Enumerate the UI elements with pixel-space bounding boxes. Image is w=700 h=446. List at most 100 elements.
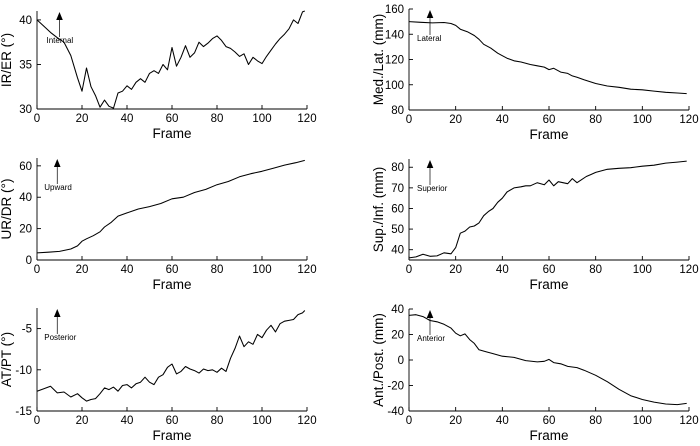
x-tick-label: 120 <box>297 415 316 427</box>
x-axis-title: Frame <box>152 277 191 292</box>
x-tick-label: 20 <box>449 415 462 427</box>
direction-arrow-head <box>53 159 61 167</box>
x-tick-label: 0 <box>34 415 40 427</box>
y-tick-label: 80 <box>391 162 404 174</box>
x-tick-label: 40 <box>121 415 134 427</box>
direction-label: Upward <box>44 183 72 192</box>
direction-arrow-head <box>53 309 61 317</box>
x-tick-label: 40 <box>496 114 509 126</box>
x-tick-label: 120 <box>679 264 698 276</box>
y-tick-label: 160 <box>385 4 404 16</box>
x-tick-label: 0 <box>406 415 412 427</box>
series-line-1 <box>36 310 306 402</box>
x-tick-label: 20 <box>449 264 462 276</box>
direction-arrow-head <box>426 160 434 168</box>
x-tick-label: 20 <box>449 114 462 126</box>
y-tick-label: 40 <box>19 192 32 204</box>
y-tick-label: -40 <box>387 406 404 418</box>
y-tick-label: 0 <box>26 255 32 267</box>
x-tick-label: 80 <box>589 415 602 427</box>
direction-label: Lateral <box>417 34 442 43</box>
x-tick-label: 0 <box>406 114 412 126</box>
x-tick-label: 100 <box>252 264 271 276</box>
x-tick-label: 100 <box>633 415 652 427</box>
y-tick-label: 20 <box>391 330 404 342</box>
x-tick-label: 100 <box>633 114 652 126</box>
chart-panel-2: 0 20 40 60 80 100 120 80 100 120 140 160 Frame Med./L… <box>371 4 699 142</box>
direction-arrow-head <box>426 310 434 318</box>
direction-label: Anterior <box>417 334 445 343</box>
y-tick-label: 60 <box>19 161 32 173</box>
y-tick-label: 20 <box>19 224 32 236</box>
y-axis-title: IR/ER (°) <box>0 33 14 87</box>
x-tick-label: 20 <box>76 264 89 276</box>
x-tick-label: 60 <box>543 264 556 276</box>
series-line-1 <box>408 21 687 95</box>
x-tick-label: 80 <box>589 114 602 126</box>
x-tick-label: 20 <box>76 415 89 427</box>
x-tick-label: 60 <box>543 415 556 427</box>
chart-panel-5: 0 20 40 60 80 100 120 -15 -10 -5 Frame AT/PT (°) Pos… <box>0 308 317 443</box>
y-tick-label: 40 <box>391 245 404 257</box>
y-axis-title: Ant./Post. (mm) <box>371 313 386 407</box>
direction-label: Internal <box>47 36 74 45</box>
x-tick-label: 100 <box>252 113 271 125</box>
y-axis-title: AT/PT (°) <box>0 332 14 387</box>
chart-panel-6: 0 20 40 60 80 100 120 -40 -20 0 20 40 Frame Ant./Post… <box>371 304 699 443</box>
y-tick-label: 30 <box>19 104 32 116</box>
x-axis-title: Frame <box>152 428 191 443</box>
x-tick-label: 60 <box>166 113 179 125</box>
x-tick-label: 80 <box>211 264 224 276</box>
x-tick-label: 0 <box>34 264 40 276</box>
direction-arrow-head <box>56 12 63 20</box>
y-tick-label: -5 <box>22 324 32 336</box>
y-tick-label: 120 <box>385 55 404 67</box>
series-line-1 <box>36 159 305 254</box>
x-axis-title: Frame <box>152 126 191 141</box>
x-tick-label: 60 <box>166 264 179 276</box>
x-tick-label: 120 <box>297 113 316 125</box>
x-tick-label: 40 <box>496 264 509 276</box>
x-tick-label: 40 <box>121 113 134 125</box>
y-tick-label: 40 <box>19 15 32 27</box>
x-tick-label: 60 <box>543 114 556 126</box>
y-tick-label: 60 <box>391 203 404 215</box>
series-line-1 <box>408 314 687 406</box>
direction-label: Superior <box>417 184 448 193</box>
series-line-1 <box>36 10 305 109</box>
y-tick-label: -10 <box>15 365 32 377</box>
y-axis-title: Sup./Inf. (mm) <box>371 167 386 253</box>
y-tick-label: 50 <box>391 224 404 236</box>
y-tick-label: 70 <box>391 183 404 195</box>
y-tick-label: 40 <box>391 304 404 316</box>
x-tick-label: 60 <box>166 415 179 427</box>
y-tick-label: 100 <box>385 80 404 92</box>
x-tick-label: 40 <box>121 264 134 276</box>
direction-label: Posterior <box>44 333 76 342</box>
x-tick-label: 100 <box>633 264 652 276</box>
x-tick-label: 80 <box>211 415 224 427</box>
x-tick-label: 120 <box>679 114 698 126</box>
x-axis-title: Frame <box>529 127 568 142</box>
y-tick-label: -15 <box>15 406 32 418</box>
y-axis-title: Med./Lat. (mm) <box>371 14 386 106</box>
direction-arrow-head <box>426 10 434 18</box>
y-tick-label: -20 <box>387 381 404 393</box>
x-tick-label: 40 <box>496 415 509 427</box>
x-tick-label: 80 <box>211 113 224 125</box>
y-tick-label: 35 <box>19 59 32 71</box>
chart-panel-1: 0 20 40 60 80 100 120 30 35 40 Frame IR/ER (°) Inter… <box>0 10 317 141</box>
x-tick-label: 100 <box>252 415 271 427</box>
x-axis-title: Frame <box>529 277 568 292</box>
x-tick-label: 0 <box>34 113 40 125</box>
x-axis-title: Frame <box>529 428 568 443</box>
x-tick-label: 80 <box>589 264 602 276</box>
series-line-1 <box>408 160 687 259</box>
x-tick-label: 120 <box>297 264 316 276</box>
y-tick-label: 0 <box>398 355 404 367</box>
y-tick-label: 140 <box>385 29 404 41</box>
x-tick-label: 120 <box>679 415 698 427</box>
x-tick-label: 20 <box>76 113 89 125</box>
